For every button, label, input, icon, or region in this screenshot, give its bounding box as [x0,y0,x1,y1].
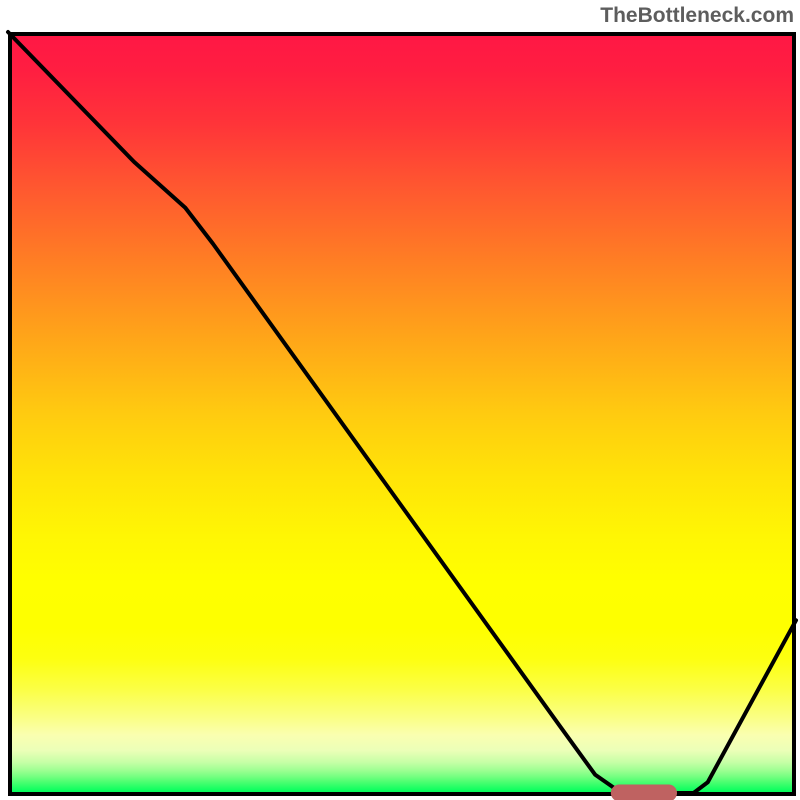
plot-background [8,32,796,796]
watermark-text: TheBottleneck.com [600,4,794,28]
optimum-marker [611,785,677,800]
bottleneck-curve-chart [0,0,800,800]
bottleneck-chart-canvas: TheBottleneck.com [0,0,800,800]
